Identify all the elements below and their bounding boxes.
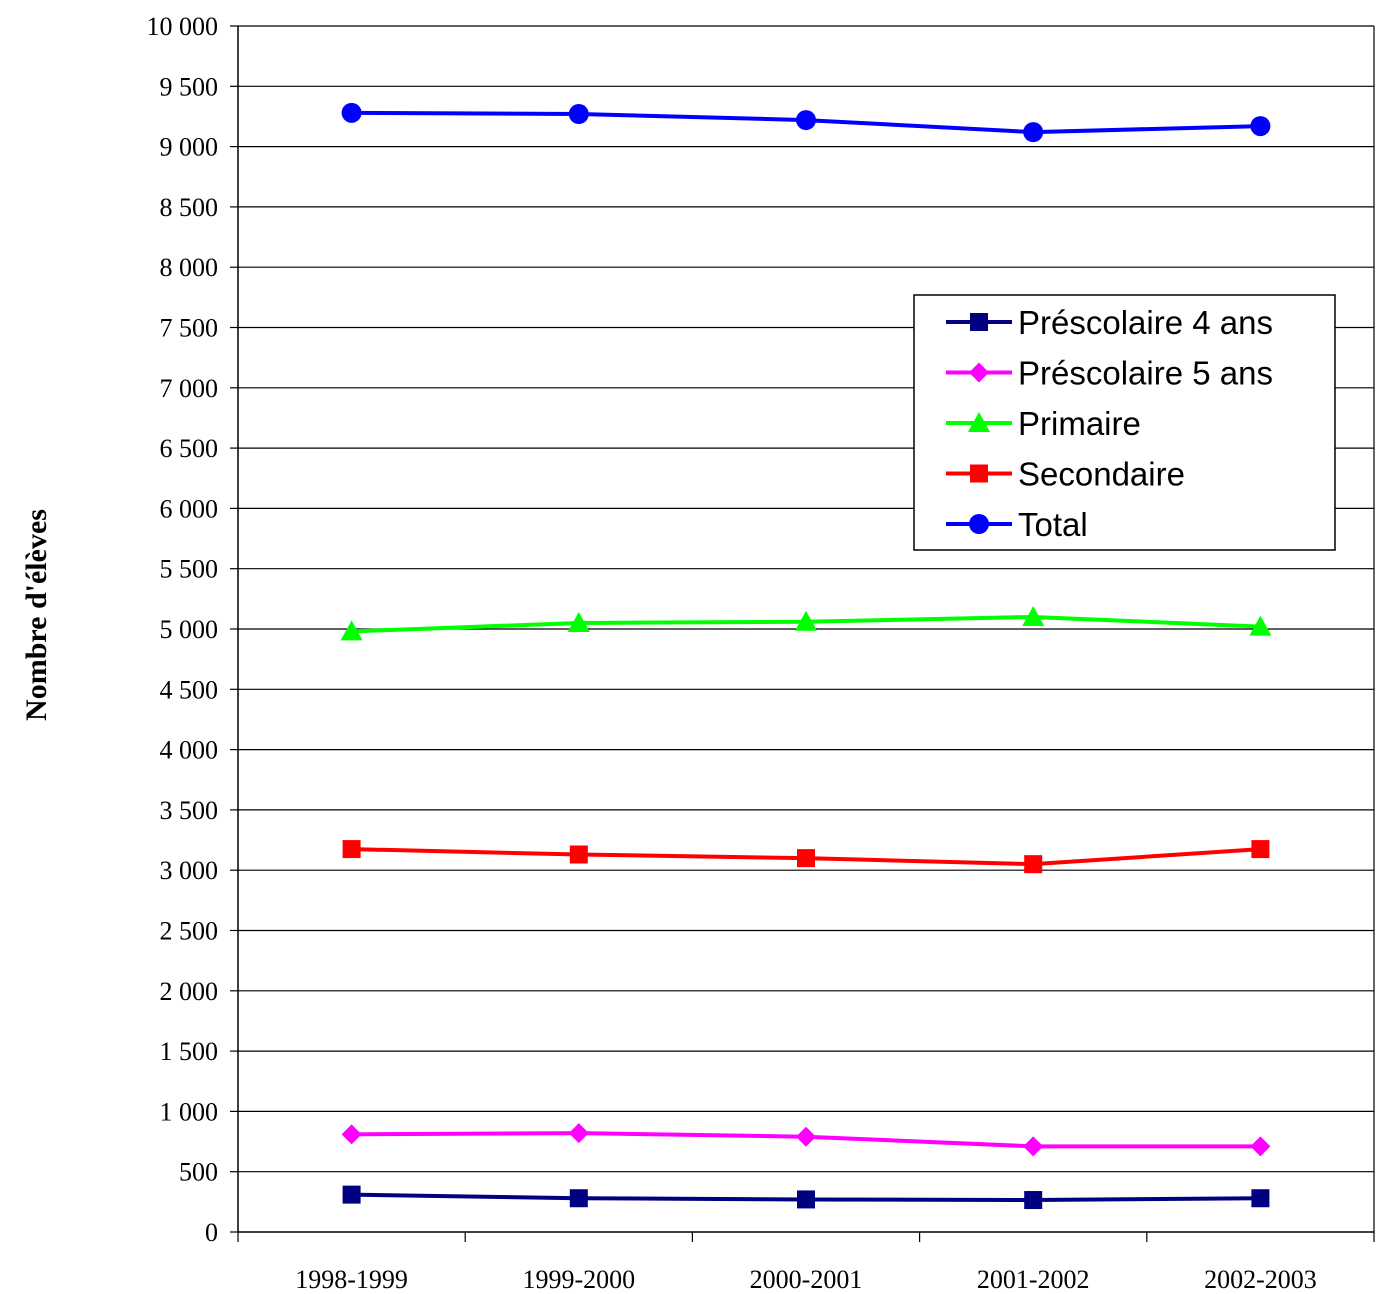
data-point: [1250, 116, 1271, 137]
data-point: [796, 1126, 816, 1147]
y-tick-label: 1 000: [160, 1097, 219, 1126]
legend-label: Préscolaire 4 ans: [1018, 304, 1273, 341]
y-tick-label: 1 500: [160, 1037, 219, 1066]
legend: Préscolaire 4 ans Préscolaire 5 ans Primai…: [913, 294, 1336, 551]
data-point: [569, 845, 588, 864]
legend-entry: Primaire: [946, 405, 1141, 442]
y-tick-label: 0: [205, 1218, 218, 1247]
y-tick-label: 9 000: [160, 133, 219, 162]
data-point: [1023, 122, 1044, 143]
data-point: [1251, 1189, 1270, 1208]
data-point: [1249, 615, 1272, 636]
legend-marker: [968, 412, 990, 432]
legend-marker: [969, 362, 989, 383]
y-tick-label: 8 000: [160, 253, 219, 282]
y-tick-labels: 0 500 1 000 1 500 2 000 2 500 3 000 3 500 4 000 4…: [147, 12, 219, 1247]
data-point: [341, 1124, 362, 1145]
data-point: [340, 620, 363, 641]
legend-label: Préscolaire 5 ans: [1018, 355, 1273, 392]
y-tick-label: 8 500: [160, 193, 219, 222]
legend-label: Primaire: [1018, 405, 1141, 442]
axes: [230, 25, 1375, 1242]
x-tick-labels: 1998-1999 1999-2000 2000-2001 2001-2002 2002…: [295, 1265, 1316, 1294]
data-point: [342, 840, 361, 859]
legend-entry: Préscolaire 5 ans: [946, 355, 1273, 392]
data-point: [567, 611, 590, 632]
legend-entry: Secondaire: [946, 456, 1185, 493]
y-tick-label: 6 500: [160, 434, 219, 463]
data-point: [795, 610, 817, 631]
legend-entry: Préscolaire 4 ans: [946, 304, 1273, 341]
data-point: [1251, 840, 1270, 859]
series-layer: [340, 102, 1272, 1210]
data-point: [1024, 1191, 1043, 1210]
series-2: [340, 605, 1272, 641]
y-tick-label: 9 500: [160, 72, 219, 101]
x-tick-label: 1998-1999: [295, 1265, 408, 1294]
series-3: [342, 840, 1270, 874]
data-point: [1022, 605, 1045, 626]
data-point: [569, 1189, 588, 1208]
series-4: [341, 102, 1271, 143]
y-tick-label: 2 500: [160, 917, 219, 946]
grid-lines: [238, 25, 1374, 1173]
legend-marker: [969, 514, 989, 534]
y-tick-label: 3 000: [160, 856, 219, 885]
series-1: [341, 1123, 1271, 1157]
y-tick-label: 7 000: [160, 374, 219, 403]
legend-marker: [970, 313, 988, 331]
x-tick-label: 2000-2001: [750, 1265, 863, 1294]
data-point: [568, 104, 589, 125]
y-tick-label: 2 000: [160, 977, 219, 1006]
data-point: [341, 102, 362, 123]
legend-entry: Total: [946, 506, 1088, 543]
data-point: [1023, 1136, 1044, 1157]
x-tick-label: 2002-2003: [1204, 1265, 1317, 1294]
data-point: [1250, 1136, 1271, 1157]
data-point: [1024, 855, 1043, 874]
y-axis-title: Nombre d'élèves: [20, 509, 53, 721]
data-point: [342, 1185, 361, 1204]
y-tick-label: 4 500: [160, 675, 219, 704]
legend-label: Secondaire: [1018, 456, 1185, 493]
x-tick-label: 1999-2000: [522, 1265, 635, 1294]
y-tick-label: 5 500: [160, 555, 219, 584]
y-tick-label: 500: [179, 1158, 218, 1187]
y-tick-label: 10 000: [147, 12, 219, 41]
y-tick-label: 3 500: [160, 796, 219, 825]
legend-marker: [970, 464, 988, 483]
y-tick-label: 5 000: [160, 615, 219, 644]
data-point: [796, 110, 816, 131]
y-tick-label: 4 000: [160, 736, 219, 765]
data-point: [797, 849, 815, 868]
data-point: [797, 1190, 815, 1209]
y-tick-label: 7 500: [160, 314, 219, 343]
x-tick-label: 2001-2002: [977, 1265, 1090, 1294]
y-tick-label: 6 000: [160, 494, 219, 523]
data-point: [568, 1123, 589, 1144]
legend-label: Total: [1018, 506, 1088, 543]
series-0: [342, 1185, 1270, 1210]
